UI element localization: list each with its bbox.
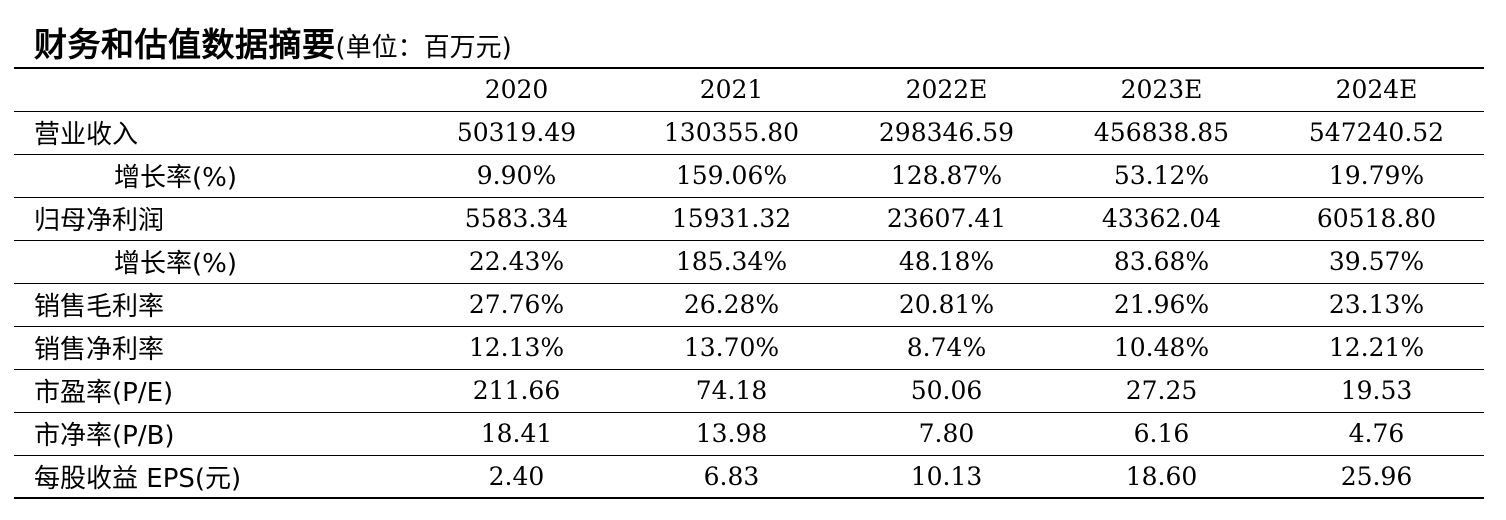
row-label: 销售净利率 [14, 326, 409, 370]
table-cell: 39.57% [1269, 240, 1484, 284]
table-row: 归母净利润 5583.34 15931.32 23607.41 43362.04… [14, 197, 1484, 241]
table-cell: 50319.49 [409, 111, 624, 155]
table-row: 市盈率(P/E) 211.66 74.18 50.06 27.25 19.53 [14, 369, 1484, 413]
table-cell: 12.21% [1269, 326, 1484, 370]
table-cell: 456838.85 [1054, 111, 1269, 155]
table-cell: 50.06 [839, 369, 1054, 413]
table-cell: 8.74% [839, 326, 1054, 370]
table-row: 增长率(%) 22.43% 185.34% 48.18% 83.68% 39.5… [14, 240, 1484, 284]
table-cell: 6.83 [624, 455, 839, 499]
table-row: 营业收入 50319.49 130355.80 298346.59 456838… [14, 111, 1484, 155]
table-cell: 20.81% [839, 283, 1054, 327]
row-label: 市净率(P/B) [14, 412, 409, 456]
table-cell: 4.76 [1269, 412, 1484, 456]
table-cell: 83.68% [1054, 240, 1269, 284]
unit-note: (单位：百万元) [335, 33, 512, 63]
column-header: 2020 [409, 68, 624, 112]
table-cell: 27.76% [409, 283, 624, 327]
column-header: 2022E [839, 68, 1054, 112]
table-cell: 12.13% [409, 326, 624, 370]
table-cell: 22.43% [409, 240, 624, 284]
table-cell: 2.40 [409, 455, 624, 499]
row-label: 归母净利润 [14, 197, 409, 241]
financial-summary-table: 2020 2021 2022E 2023E 2024E 营业收入 50319.4… [14, 67, 1484, 499]
table-cell: 23607.41 [839, 197, 1054, 241]
table-row: 销售净利率 12.13% 13.70% 8.74% 10.48% 12.21% [14, 326, 1484, 370]
table-cell: 10.48% [1054, 326, 1269, 370]
table-cell: 9.90% [409, 154, 624, 198]
column-header: 2023E [1054, 68, 1269, 112]
header-corner [14, 68, 409, 112]
table-cell: 74.18 [624, 369, 839, 413]
table-cell: 159.06% [624, 154, 839, 198]
table-cell: 15931.32 [624, 197, 839, 241]
table-row: 每股收益 EPS(元) 2.40 6.83 10.13 18.60 25.96 [14, 455, 1484, 499]
table-cell: 27.25 [1054, 369, 1269, 413]
table-cell: 130355.80 [624, 111, 839, 155]
table-row: 销售毛利率 27.76% 26.28% 20.81% 21.96% 23.13% [14, 283, 1484, 327]
row-label: 销售毛利率 [14, 283, 409, 327]
table-cell: 10.13 [839, 455, 1054, 499]
table-cell: 211.66 [409, 369, 624, 413]
column-header: 2024E [1269, 68, 1484, 112]
table-cell: 19.79% [1269, 154, 1484, 198]
table-cell: 128.87% [839, 154, 1054, 198]
table-cell: 5583.34 [409, 197, 624, 241]
table-row: 市净率(P/B) 18.41 13.98 7.80 6.16 4.76 [14, 412, 1484, 456]
table-cell: 43362.04 [1054, 197, 1269, 241]
table-cell: 21.96% [1054, 283, 1269, 327]
table-cell: 6.16 [1054, 412, 1269, 456]
table-cell: 23.13% [1269, 283, 1484, 327]
table-cell: 18.41 [409, 412, 624, 456]
table-cell: 13.98 [624, 412, 839, 456]
table-cell: 7.80 [839, 412, 1054, 456]
table-cell: 26.28% [624, 283, 839, 327]
table-title: 财务和估值数据摘要 (单位：百万元) [34, 18, 512, 64]
column-header: 2021 [624, 68, 839, 112]
table-cell: 13.70% [624, 326, 839, 370]
table-cell: 185.34% [624, 240, 839, 284]
row-label: 每股收益 EPS(元) [14, 455, 409, 499]
table-cell: 53.12% [1054, 154, 1269, 198]
table-cell: 19.53 [1269, 369, 1484, 413]
row-label: 增长率(%) [14, 154, 409, 198]
table-cell: 25.96 [1269, 455, 1484, 499]
title-text: 财务和估值数据摘要 [34, 25, 336, 64]
table-row: 增长率(%) 9.90% 159.06% 128.87% 53.12% 19.7… [14, 154, 1484, 198]
table-cell: 547240.52 [1269, 111, 1484, 155]
table-cell: 60518.80 [1269, 197, 1484, 241]
table-cell: 18.60 [1054, 455, 1269, 499]
header-row: 2020 2021 2022E 2023E 2024E [14, 68, 1484, 112]
row-label: 增长率(%) [14, 240, 409, 284]
table-cell: 298346.59 [839, 111, 1054, 155]
table-cell: 48.18% [839, 240, 1054, 284]
row-label: 市盈率(P/E) [14, 369, 409, 413]
row-label: 营业收入 [14, 111, 409, 155]
